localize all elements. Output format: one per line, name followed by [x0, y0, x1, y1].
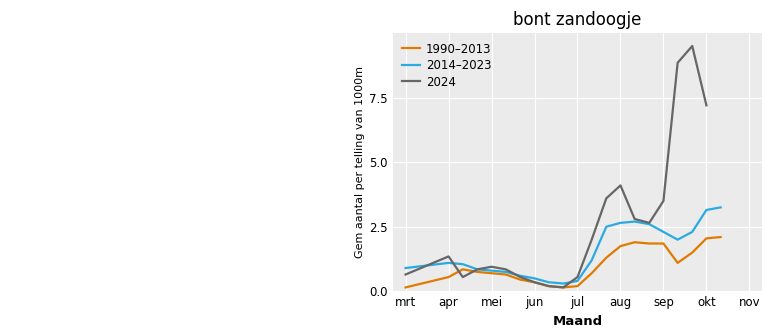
2014–2023 — [701, 208, 711, 212]
2024 — [701, 103, 711, 107]
2024 — [688, 44, 697, 48]
1990–2013 — [601, 256, 611, 260]
1990–2013 — [701, 236, 711, 240]
2014–2023 — [688, 230, 697, 234]
2014–2023 — [644, 222, 654, 226]
2024 — [616, 183, 625, 187]
1990–2013 — [616, 244, 625, 248]
1990–2013 — [559, 285, 568, 289]
1990–2013 — [716, 235, 725, 239]
2014–2023 — [587, 258, 596, 262]
2014–2023 — [659, 230, 668, 234]
1990–2013 — [401, 285, 410, 289]
2014–2023 — [487, 269, 496, 273]
2014–2023 — [516, 274, 525, 278]
2024 — [487, 265, 496, 269]
2024 — [601, 196, 611, 200]
1990–2013 — [644, 242, 654, 246]
2014–2023 — [573, 279, 582, 283]
1990–2013 — [673, 261, 682, 265]
2024 — [559, 285, 568, 289]
1990–2013 — [444, 275, 454, 279]
Line: 2014–2023: 2014–2023 — [406, 207, 721, 284]
1990–2013 — [473, 270, 482, 274]
2024 — [673, 61, 682, 65]
2014–2023 — [673, 238, 682, 242]
2024 — [473, 267, 482, 271]
2014–2023 — [616, 221, 625, 225]
X-axis label: Maand: Maand — [552, 315, 603, 328]
2014–2023 — [716, 205, 725, 209]
2014–2023 — [630, 219, 639, 223]
2014–2023 — [601, 225, 611, 229]
1990–2013 — [458, 267, 467, 271]
1990–2013 — [587, 271, 596, 275]
2014–2023 — [444, 261, 454, 265]
2024 — [444, 255, 454, 259]
2024 — [401, 272, 410, 276]
1990–2013 — [530, 280, 539, 284]
1990–2013 — [659, 242, 668, 246]
Y-axis label: Gem aantal per telling van 1000m: Gem aantal per telling van 1000m — [355, 66, 365, 258]
1990–2013 — [487, 271, 496, 275]
2014–2023 — [544, 280, 554, 284]
2024 — [516, 275, 525, 279]
2014–2023 — [559, 282, 568, 286]
2024 — [644, 221, 654, 225]
1990–2013 — [501, 272, 511, 276]
2024 — [458, 275, 467, 279]
2024 — [530, 280, 539, 284]
2024 — [630, 217, 639, 221]
Line: 2024: 2024 — [406, 46, 706, 287]
2024 — [501, 267, 511, 271]
2024 — [587, 238, 596, 242]
2024 — [544, 284, 554, 288]
1990–2013 — [688, 251, 697, 255]
2024 — [573, 275, 582, 279]
2014–2023 — [530, 276, 539, 280]
2014–2023 — [401, 266, 410, 270]
Line: 1990–2013: 1990–2013 — [406, 237, 721, 287]
2014–2023 — [458, 262, 467, 266]
2024 — [659, 199, 668, 203]
Title: bont zandoogje: bont zandoogje — [514, 11, 641, 29]
1990–2013 — [516, 278, 525, 282]
2014–2023 — [473, 267, 482, 271]
1990–2013 — [544, 284, 554, 288]
1990–2013 — [630, 240, 639, 244]
2014–2023 — [501, 270, 511, 274]
Legend: 1990–2013, 2014–2023, 2024: 1990–2013, 2014–2023, 2024 — [399, 39, 495, 92]
1990–2013 — [573, 284, 582, 288]
